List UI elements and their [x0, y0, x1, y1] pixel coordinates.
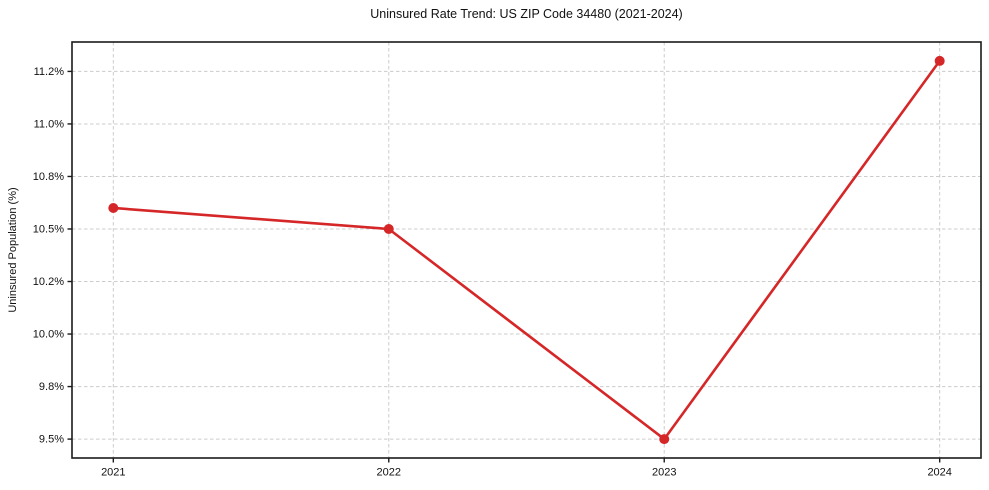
y-tick-label: 10.0%: [33, 329, 64, 341]
data-point: [934, 55, 945, 66]
data-point: [659, 434, 670, 445]
axis-ticks: [67, 70, 941, 463]
y-tick-label: 10.8%: [33, 171, 64, 183]
trend-line: [112, 59, 941, 441]
y-tick-label: 9.8%: [39, 381, 64, 393]
trend-line-series: [108, 55, 945, 445]
y-tick-label: 10.2%: [33, 276, 64, 288]
y-tick-label: 9.5%: [39, 434, 64, 446]
x-tick-label: 2022: [377, 467, 401, 479]
x-tick-label: 2021: [101, 467, 125, 479]
x-tick-label: 2023: [652, 467, 676, 479]
plot-border: [71, 41, 982, 459]
axis-tick-labels: 9.5% 9.8% 10.0% 10.2% 10.5% 10.8% 11.0% 11.2% 20…: [33, 66, 952, 479]
gridlines: [72, 42, 981, 458]
chart-title: Uninsured Rate Trend: US ZIP Code 34480 …: [370, 7, 683, 21]
data-point: [383, 223, 394, 234]
data-point: [108, 202, 119, 213]
y-tick-label: 10.5%: [33, 224, 64, 236]
x-tick-label: 2024: [927, 467, 951, 479]
y-tick-label: 11.0%: [34, 118, 65, 130]
y-tick-label: 11.2%: [34, 66, 65, 78]
